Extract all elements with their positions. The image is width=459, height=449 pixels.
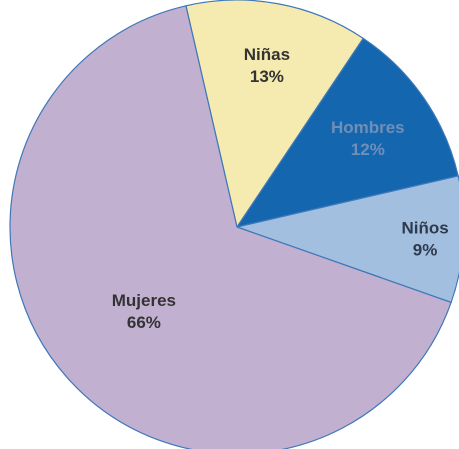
slice-name: Niñas [244, 45, 290, 64]
slice-hombres [235, 37, 459, 228]
slice-percent: 66% [127, 313, 161, 332]
slice-mujeres [9, 5, 452, 449]
slice-name: Hombres [331, 118, 405, 137]
pie-slices [9, 0, 459, 449]
pie-labels: Niñas 13% Hombres 12% Niños 9% Mujeres 66% [112, 45, 449, 332]
slice-name: Niños [401, 219, 448, 238]
slice-label-hombres: Hombres 12% [331, 118, 405, 159]
slice-label-ninos: Niños 9% [401, 219, 448, 260]
slice-percent: 9% [413, 241, 438, 260]
slice-ninos [234, 175, 459, 304]
slice-label-mujeres: Mujeres 66% [112, 291, 176, 332]
slice-ninas [185, 0, 365, 229]
slice-name: Mujeres [112, 291, 176, 310]
slice-percent: 12% [351, 140, 385, 159]
slice-label-ninas: Niñas 13% [244, 45, 290, 86]
slice-percent: 13% [250, 67, 284, 86]
